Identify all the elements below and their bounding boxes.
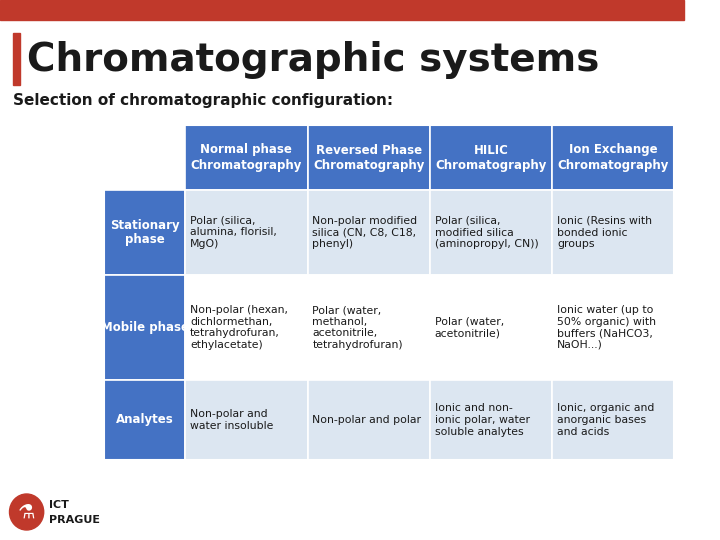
Bar: [307, 125, 430, 190]
Circle shape: [9, 494, 44, 530]
Bar: [185, 190, 307, 275]
Text: Chromatographic systems: Chromatographic systems: [27, 41, 599, 79]
Text: Polar (water,
methanol,
acetonitrile,
tetrahydrofuran): Polar (water, methanol, acetonitrile, te…: [312, 305, 403, 350]
Text: Ionic, organic and
anorganic bases
and acids: Ionic, organic and anorganic bases and a…: [557, 403, 654, 437]
Bar: [185, 380, 307, 460]
Text: Polar (water,
acetonitrile): Polar (water, acetonitrile): [435, 316, 504, 338]
Bar: [104, 380, 185, 460]
Text: Non-polar and polar: Non-polar and polar: [312, 415, 421, 425]
Bar: [430, 190, 552, 275]
Text: Ionic (Resins with
bonded ionic
groups: Ionic (Resins with bonded ionic groups: [557, 216, 652, 249]
Text: Ion Exchange
Chromatography: Ion Exchange Chromatography: [557, 144, 669, 172]
Text: Mobile phase: Mobile phase: [101, 321, 189, 334]
Bar: [185, 125, 307, 190]
Text: Analytes: Analytes: [116, 414, 174, 427]
Text: HILIC
Chromatography: HILIC Chromatography: [436, 144, 546, 172]
Bar: [307, 380, 430, 460]
Text: Normal phase
Chromatography: Normal phase Chromatography: [191, 144, 302, 172]
Text: Non-polar modified
silica (CN, C8, C18,
phenyl): Non-polar modified silica (CN, C8, C18, …: [312, 216, 418, 249]
Bar: [430, 125, 552, 190]
Text: ICT: ICT: [50, 500, 69, 510]
Bar: [104, 275, 185, 380]
Text: Ionic and non-
ionic polar, water
soluble analytes: Ionic and non- ionic polar, water solubl…: [435, 403, 530, 437]
Bar: [552, 275, 675, 380]
Bar: [552, 190, 675, 275]
Bar: [185, 275, 307, 380]
Bar: [13, 33, 20, 85]
Text: Polar (silica,
modified silica
(aminopropyl, CN)): Polar (silica, modified silica (aminopro…: [435, 216, 539, 249]
Bar: [552, 380, 675, 460]
Text: Polar (silica,
alumina, florisil,
MgO): Polar (silica, alumina, florisil, MgO): [190, 216, 277, 249]
Bar: [307, 190, 430, 275]
Text: Selection of chromatographic configuration:: Selection of chromatographic configurati…: [13, 92, 393, 107]
Text: ⚗: ⚗: [18, 503, 35, 522]
Text: Ionic water (up to
50% organic) with
buffers (NaHCO3,
NaOH...): Ionic water (up to 50% organic) with buf…: [557, 305, 656, 350]
Text: Stationary
phase: Stationary phase: [110, 219, 180, 246]
Bar: [0, 0, 684, 20]
Text: Reversed Phase
Chromatography: Reversed Phase Chromatography: [313, 144, 424, 172]
Bar: [307, 275, 430, 380]
Bar: [552, 125, 675, 190]
Text: PRAGUE: PRAGUE: [50, 515, 100, 525]
Bar: [430, 380, 552, 460]
Bar: [104, 190, 185, 275]
Bar: [104, 125, 675, 460]
Bar: [430, 275, 552, 380]
Text: Non-polar and
water insoluble: Non-polar and water insoluble: [190, 409, 274, 431]
Text: Non-polar (hexan,
dichlormethan,
tetrahydrofuran,
ethylacetate): Non-polar (hexan, dichlormethan, tetrahy…: [190, 305, 288, 350]
